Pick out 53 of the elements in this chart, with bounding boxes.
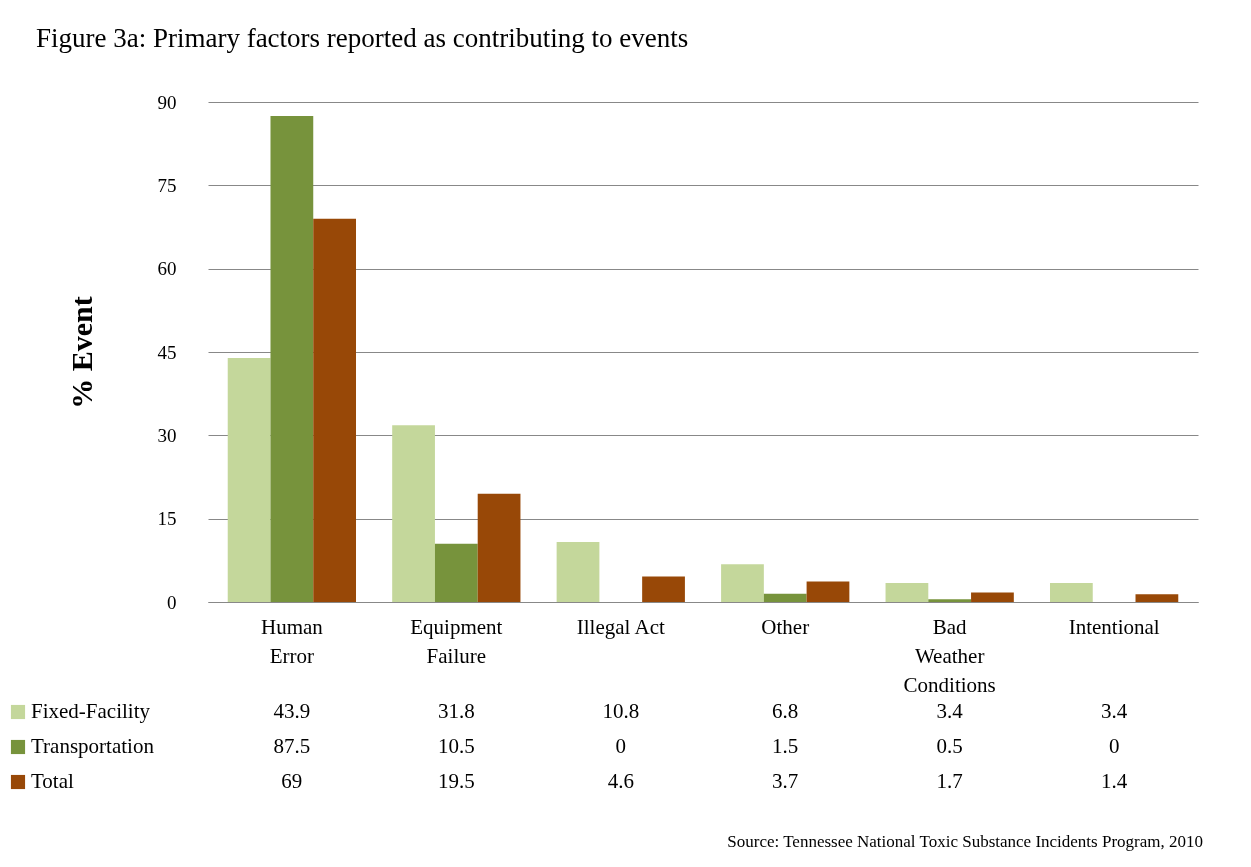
data-label: 0.5 (936, 734, 963, 758)
chart-title: Figure 3a: Primary factors reported as contributing to events (35, 23, 689, 53)
y-tick-label: 90 (157, 91, 177, 113)
bar (928, 599, 972, 602)
y-axis-title: % Event (64, 296, 98, 409)
bar (477, 493, 521, 602)
data-label: 10.5 (437, 734, 475, 758)
data-label: 0 (615, 734, 627, 758)
data-label: 31.8 (437, 699, 475, 723)
data-label: 1.5 (772, 734, 799, 758)
x-tick-label: Human Error (260, 614, 324, 668)
data-label: 43.9 (273, 699, 311, 723)
x-tick-label: Equipment Failure (410, 614, 503, 668)
data-label: 4.6 (607, 769, 634, 793)
bar (270, 115, 314, 602)
data-label: 3.7 (772, 769, 799, 793)
bar (763, 593, 807, 602)
legend-label: Transportation (31, 734, 155, 758)
bar (1135, 594, 1179, 602)
bar (392, 425, 435, 602)
data-label: 1.4 (1101, 769, 1128, 793)
data-label: 10.8 (602, 699, 640, 723)
y-tick-label: 75 (157, 174, 177, 196)
bar (1049, 583, 1093, 602)
data-label: 1.7 (936, 769, 963, 793)
bar (885, 583, 929, 602)
data-label: 69 (281, 769, 303, 793)
bar (806, 581, 850, 602)
data-label: 3.4 (1101, 699, 1128, 723)
data-label: 87.5 (273, 734, 311, 758)
bar (642, 576, 685, 602)
data-label: 19.5 (437, 769, 475, 793)
data-label: 0 (1108, 734, 1120, 758)
bar (313, 218, 357, 602)
y-tick-label: 45 (157, 341, 177, 363)
bar (721, 564, 764, 602)
x-tick-label: Intentional (1068, 614, 1160, 639)
x-tick-label: Illegal Act (576, 614, 665, 639)
y-tick-label: 0 (167, 591, 177, 613)
source-note: Source: Tennessee National Toxic Substance Incidents Program, 2010 (727, 832, 1203, 851)
legend-label: Total (31, 769, 75, 793)
data-label: 3.4 (936, 699, 964, 723)
y-tick-label: 30 (157, 424, 177, 446)
y-tick-label: 60 (157, 258, 177, 280)
y-tick-label: 15 (157, 508, 177, 530)
bar (971, 592, 1014, 602)
bar (556, 542, 600, 602)
x-tick-label: Bad Weather Conditions (903, 614, 996, 697)
legend-label: Fixed-Facility (31, 699, 151, 723)
bar (227, 358, 271, 602)
bar (434, 543, 478, 602)
data-label: 6.8 (772, 699, 799, 723)
x-tick-label: Other (761, 614, 810, 639)
